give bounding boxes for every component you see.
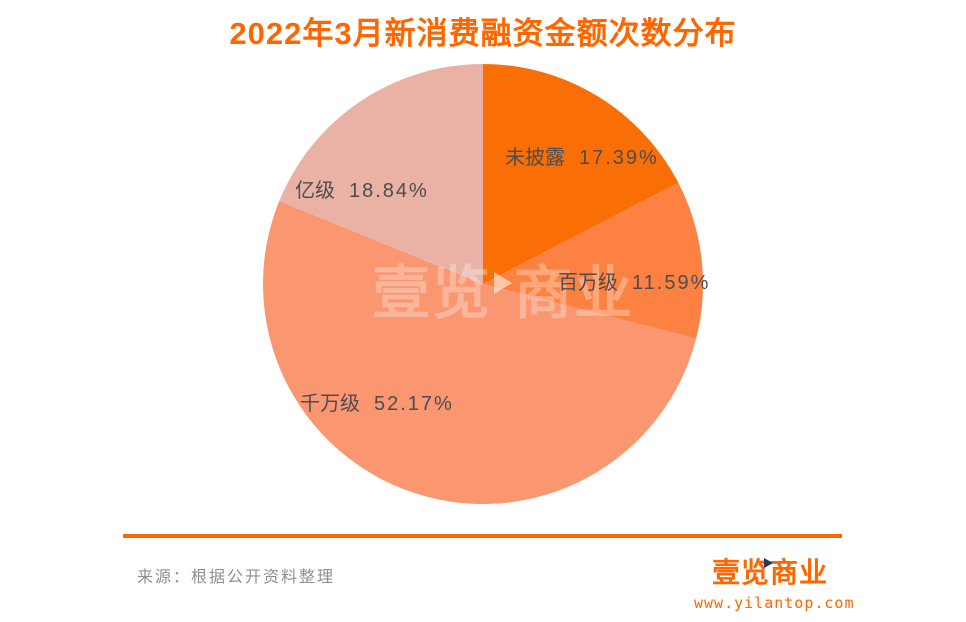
pie-slice-undisclosed	[483, 64, 679, 284]
slice-label-undisclosed: 未披露 17.39%	[505, 141, 659, 170]
watermark-text-left: 壹览	[372, 261, 493, 326]
brand-text-right: 商业	[770, 557, 829, 588]
brand-text-left: 壹览	[712, 557, 771, 588]
play-triangle-icon	[494, 272, 513, 294]
play-triangle-icon	[764, 558, 773, 568]
slice-name: 千万级	[300, 393, 360, 415]
brand-logo: 壹览 商业	[712, 551, 828, 591]
watermark-text-right: 商业	[514, 261, 635, 326]
pie-slice-million	[483, 182, 704, 339]
footer-divider	[123, 534, 842, 538]
slice-label-ten-million: 千万级 52.17%	[300, 387, 454, 416]
slice-name: 未披露	[505, 147, 565, 169]
slice-name: 百万级	[558, 272, 618, 294]
watermark-logo: 壹览 商业	[372, 246, 634, 330]
slice-percent: 17.39%	[579, 147, 659, 169]
chart-title: 2022年3月新消费融资金额次数分布	[229, 16, 737, 51]
pie-slice-hundred-million	[279, 64, 483, 284]
pie-slice-ten-million	[262, 200, 697, 505]
slice-percent: 18.84%	[349, 180, 429, 202]
source-note: 来源：根据公开资料整理	[137, 569, 336, 586]
slice-name: 亿级	[295, 180, 335, 202]
slice-percent: 52.17%	[374, 393, 454, 415]
slice-label-million: 百万级 11.59%	[558, 266, 710, 295]
brand-website: www.yilantop.com	[694, 594, 855, 612]
slice-label-hundred-million: 亿级 18.84%	[295, 174, 429, 203]
slice-percent: 11.59%	[632, 272, 711, 294]
